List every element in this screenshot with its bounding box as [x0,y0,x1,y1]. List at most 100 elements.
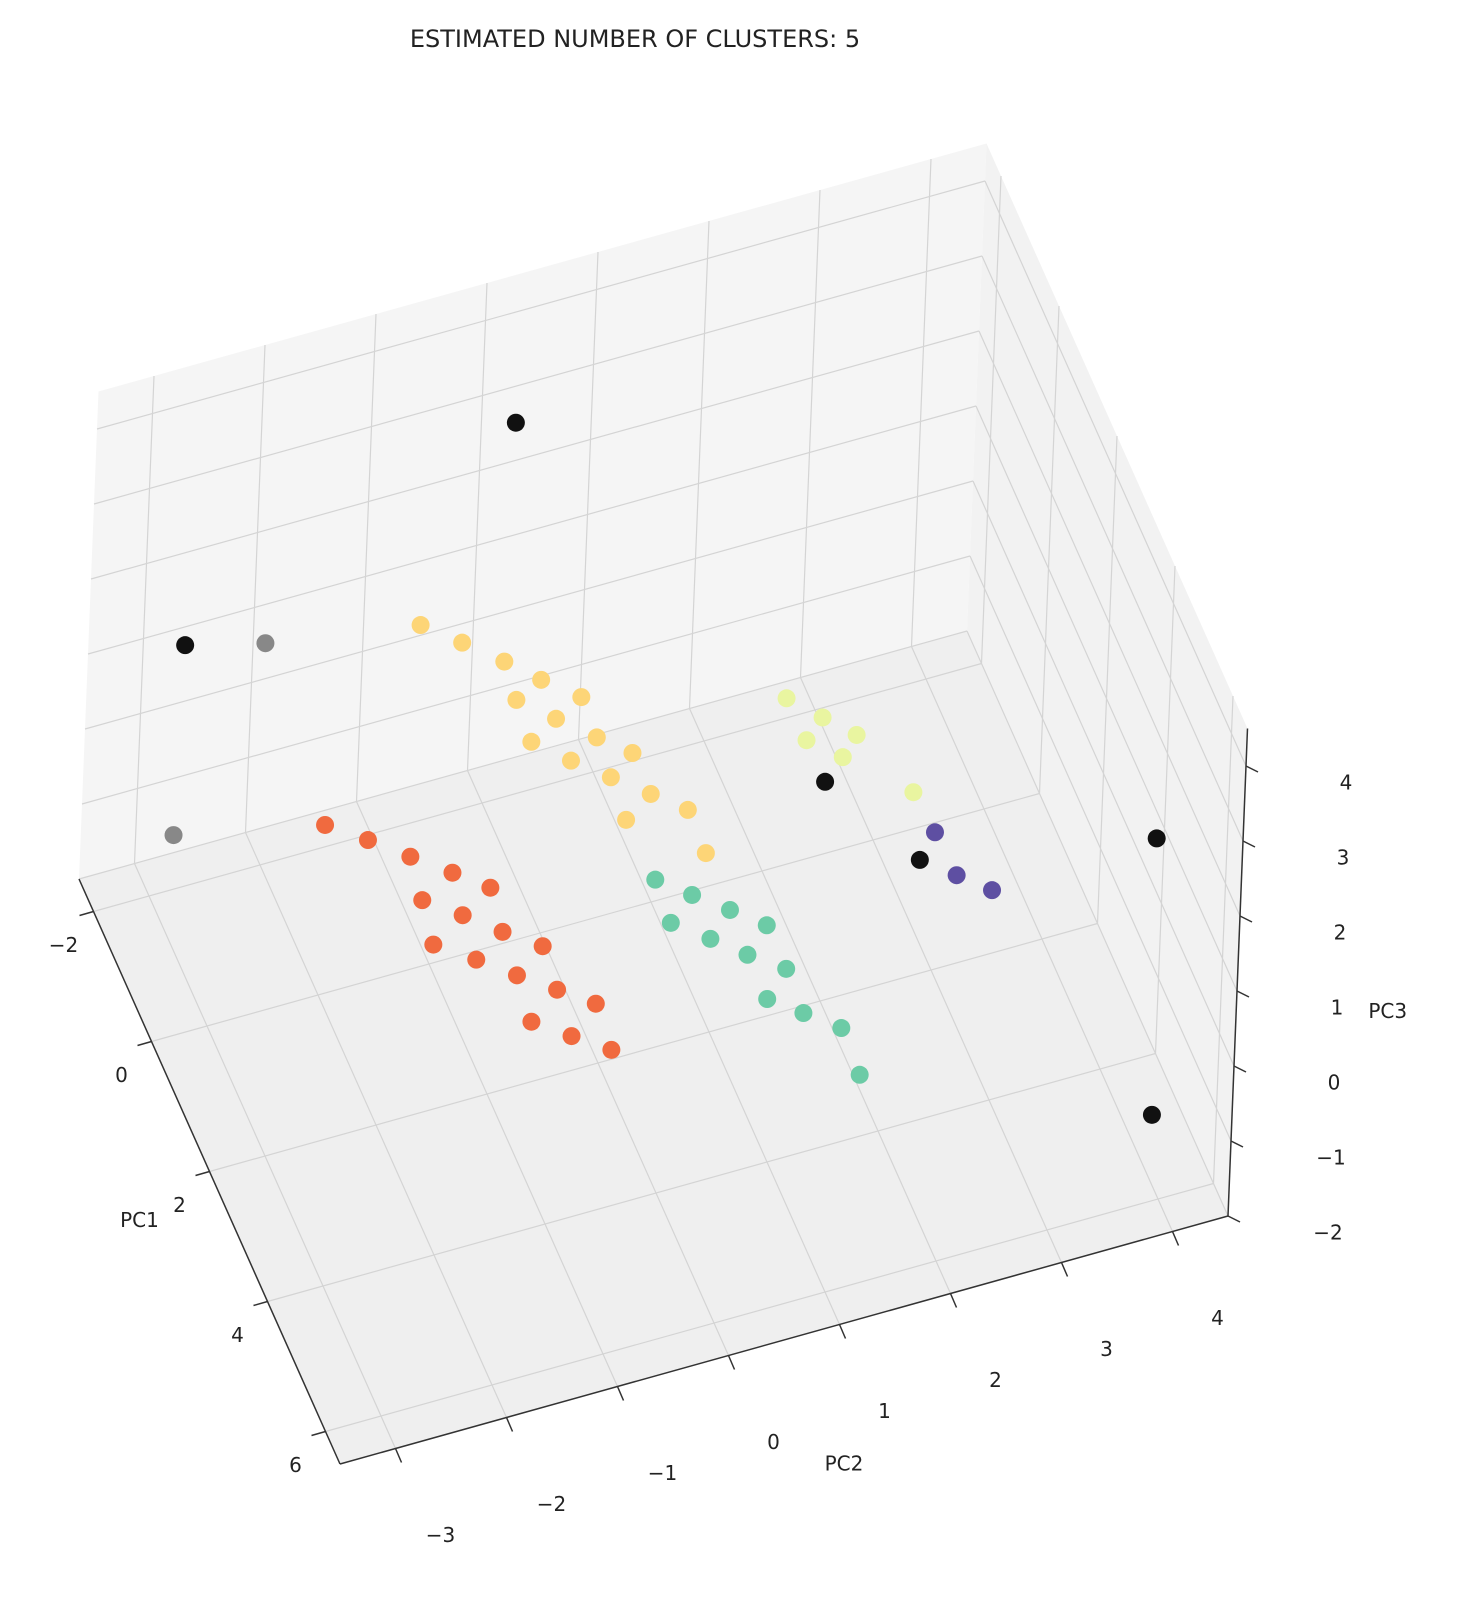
z-axis-label: PC3 [1368,999,1407,1023]
data-point [641,784,660,803]
data-point [495,652,514,671]
grid-line [466,770,730,1356]
data-point [358,831,377,850]
data-point [587,728,606,747]
data-point [401,847,420,866]
data-point [467,950,486,969]
grid-line [355,801,619,1387]
y-tick-label: 0 [767,1430,780,1454]
grid-line [981,255,1244,842]
tick-mark [1230,1140,1244,1148]
data-point [522,1012,541,1031]
data-point [548,980,567,999]
data-point [758,990,777,1008]
grid-line [1096,435,1118,924]
tick-mark [1060,1262,1069,1277]
y-axis [339,1215,1229,1465]
z-tick-label: 4 [1340,771,1353,795]
data-point [947,866,966,885]
tick-mark [727,1355,736,1370]
data-point [586,994,605,1013]
x-axis [78,878,341,1465]
grid-line [1154,565,1176,1054]
x-tick-label: −2 [49,933,78,957]
data-point [601,768,620,787]
z-tick-label: 1 [1331,996,1344,1020]
grid-line [355,313,377,802]
grid-line [84,480,974,730]
z-tick-label: −1 [1316,1146,1345,1170]
grid-line [972,480,1235,1067]
data-point [678,800,697,819]
grid-line [1038,305,1060,794]
z-axis [1227,728,1249,1217]
data-point [493,922,512,941]
data-point [794,1004,813,1023]
data-point [572,688,591,707]
grid-line [975,405,1238,992]
y-tick-label: 1 [878,1399,891,1423]
grid-line [984,180,1247,767]
grid-line [133,863,397,1449]
z-tick-label: −2 [1313,1221,1342,1245]
grid-line [93,662,982,913]
y-tick-label: 4 [1211,1306,1224,1330]
z-tick-label: 0 [1328,1071,1341,1095]
y-tick-label: −1 [648,1461,677,1485]
data-point [1147,829,1166,848]
grid-line [244,832,508,1418]
x-tick-label: 6 [289,1453,302,1477]
data-point [847,725,866,744]
data-point [453,633,472,652]
data-point [777,959,796,978]
data-point [411,616,430,635]
grid-line [799,677,1063,1263]
grid-line [209,922,1098,1173]
data-point [813,708,832,727]
data-point [561,751,580,770]
y-tick-label: 2 [989,1368,1002,1392]
data-point [832,1019,851,1038]
data-point [164,826,183,845]
z-tick-label: 2 [1334,921,1347,945]
tick-mark [1233,1065,1247,1073]
data-point [617,810,636,829]
tick-mark [1239,915,1253,923]
data-point [532,670,551,689]
chart-title: ESTIMATED NUMBER OF CLUSTERS: 5 [410,25,860,53]
grid-line [910,646,1174,1232]
data-point [701,929,720,948]
grid-line [90,330,980,580]
data-point [481,878,500,897]
data-point [443,863,462,882]
grid-line [267,1052,1156,1303]
data-point [910,850,929,869]
data-point [661,913,680,932]
data-point [757,916,776,935]
y-axis-label: PC2 [825,1452,864,1476]
grid-line [466,282,488,771]
tick-mark [616,1386,625,1401]
data-point [623,744,642,762]
data-point [925,823,944,842]
grid-line [910,158,932,647]
data-point [562,1027,581,1046]
tick-mark [253,1300,268,1307]
data-point [533,937,552,956]
data-point [696,844,715,863]
x-tick-label: 4 [231,1323,244,1347]
grid-line [969,555,1232,1142]
tick-mark [949,1293,958,1308]
grid-line [577,251,599,740]
grid-line [978,330,1241,917]
tick-mark [505,1417,514,1432]
data-point [1142,1105,1161,1124]
grid-line [133,375,155,864]
data-point [506,413,525,432]
data-point [983,881,1002,900]
data-point [904,783,923,802]
grid-line [688,220,710,709]
grid-line [151,792,1040,1043]
data-point [507,690,526,709]
